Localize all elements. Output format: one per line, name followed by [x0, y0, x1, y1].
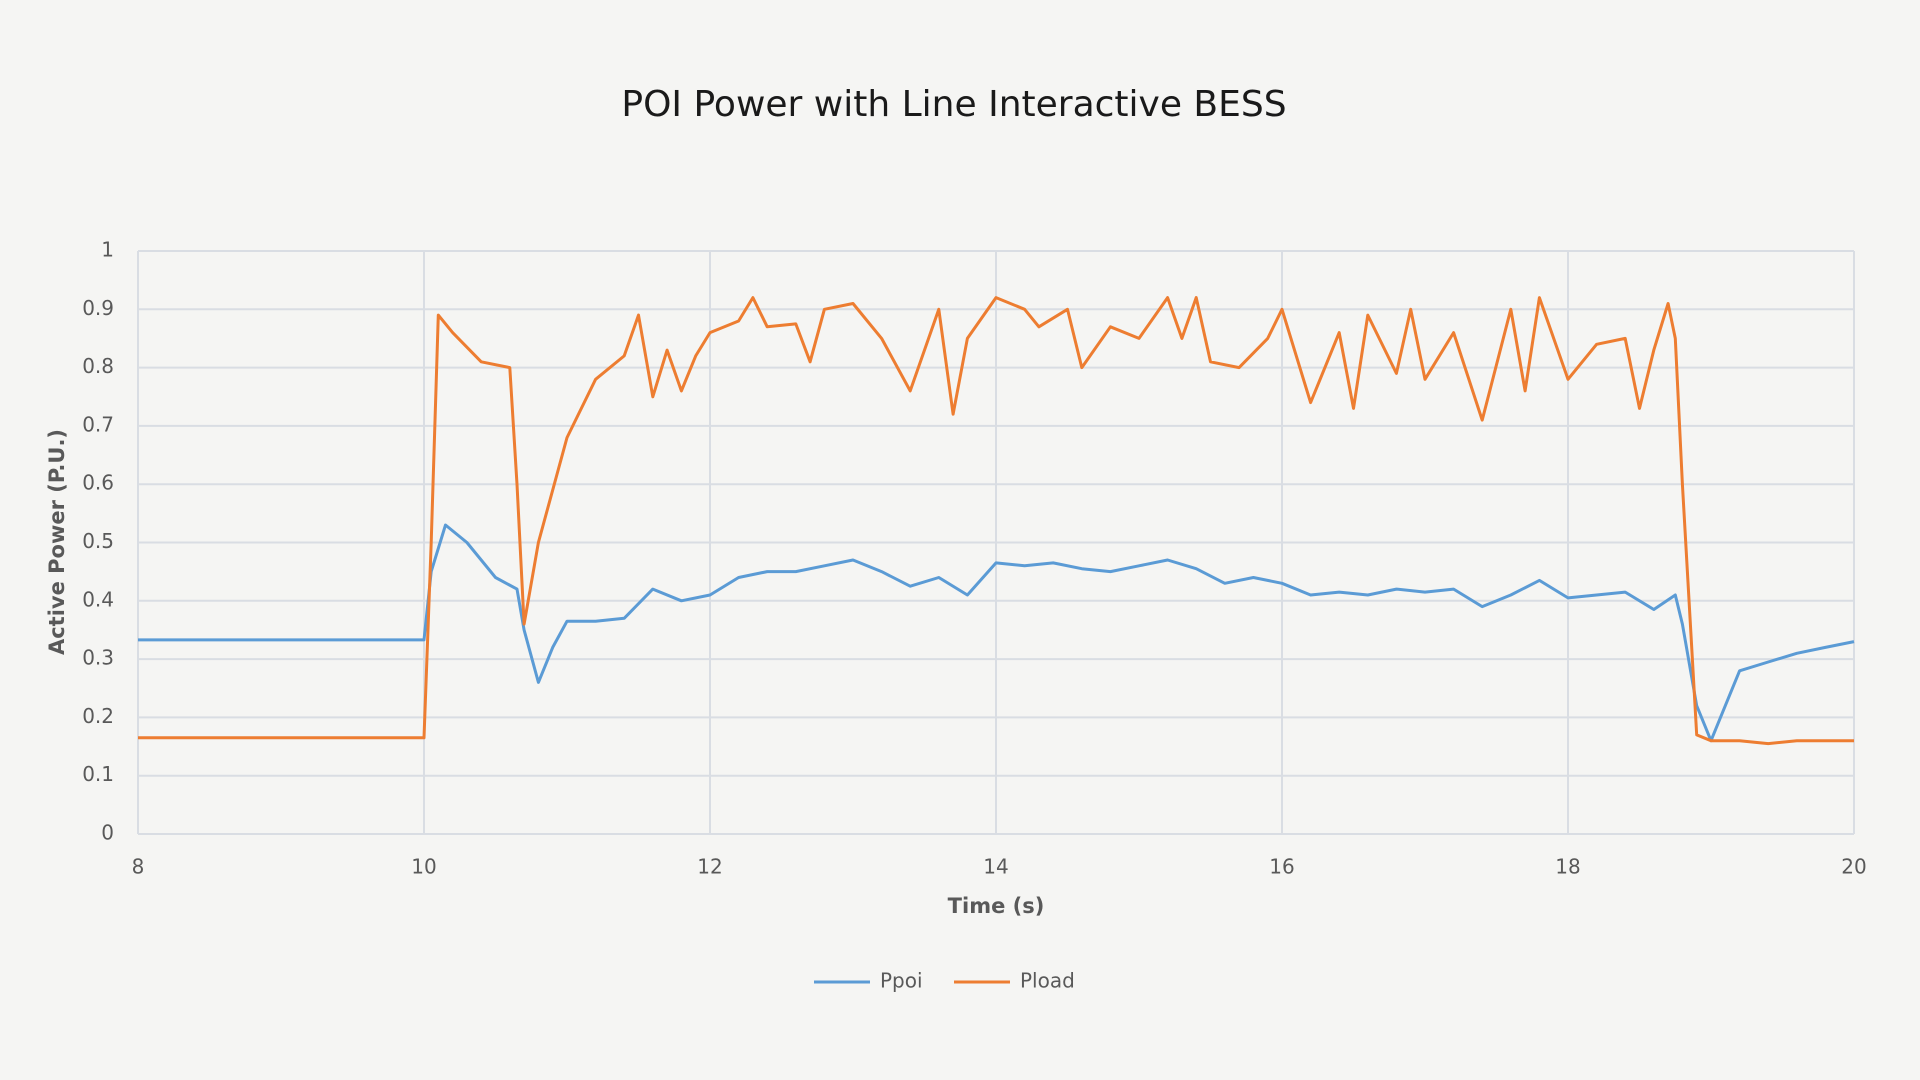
x-axis-title: Time (s) [948, 894, 1045, 918]
x-tick-label: 18 [1555, 855, 1580, 879]
y-tick-label: 0.9 [82, 296, 114, 320]
series-line [138, 296, 1854, 746]
y-tick-label: 0.4 [82, 587, 114, 611]
y-axis-title: Active Power (P.U.) [45, 429, 69, 655]
chart-title: POI Power with Line Interactive BESS [621, 84, 1286, 125]
y-tick-label: 0.1 [82, 762, 114, 786]
x-tick-label: 20 [1841, 855, 1866, 879]
y-tick-label: 0.6 [82, 471, 114, 495]
x-tick-label: 8 [132, 855, 145, 879]
legend-label: Ppoi [880, 969, 923, 993]
y-tick-label: 0.5 [82, 529, 114, 553]
y-tick-label: 0.8 [82, 354, 114, 378]
y-tick-label: 0.7 [82, 412, 114, 436]
x-tick-label: 10 [411, 855, 436, 879]
x-tick-label: 16 [1269, 855, 1294, 879]
x-tick-label: 12 [697, 855, 722, 879]
legend-label: Pload [1020, 969, 1075, 993]
y-tick-label: 1 [101, 238, 114, 262]
y-tick-label: 0.2 [82, 704, 114, 728]
series-line [138, 523, 1855, 743]
y-tick-label: 0.3 [82, 646, 114, 670]
y-tick-label: 0 [101, 821, 114, 845]
x-tick-label: 14 [983, 855, 1008, 879]
